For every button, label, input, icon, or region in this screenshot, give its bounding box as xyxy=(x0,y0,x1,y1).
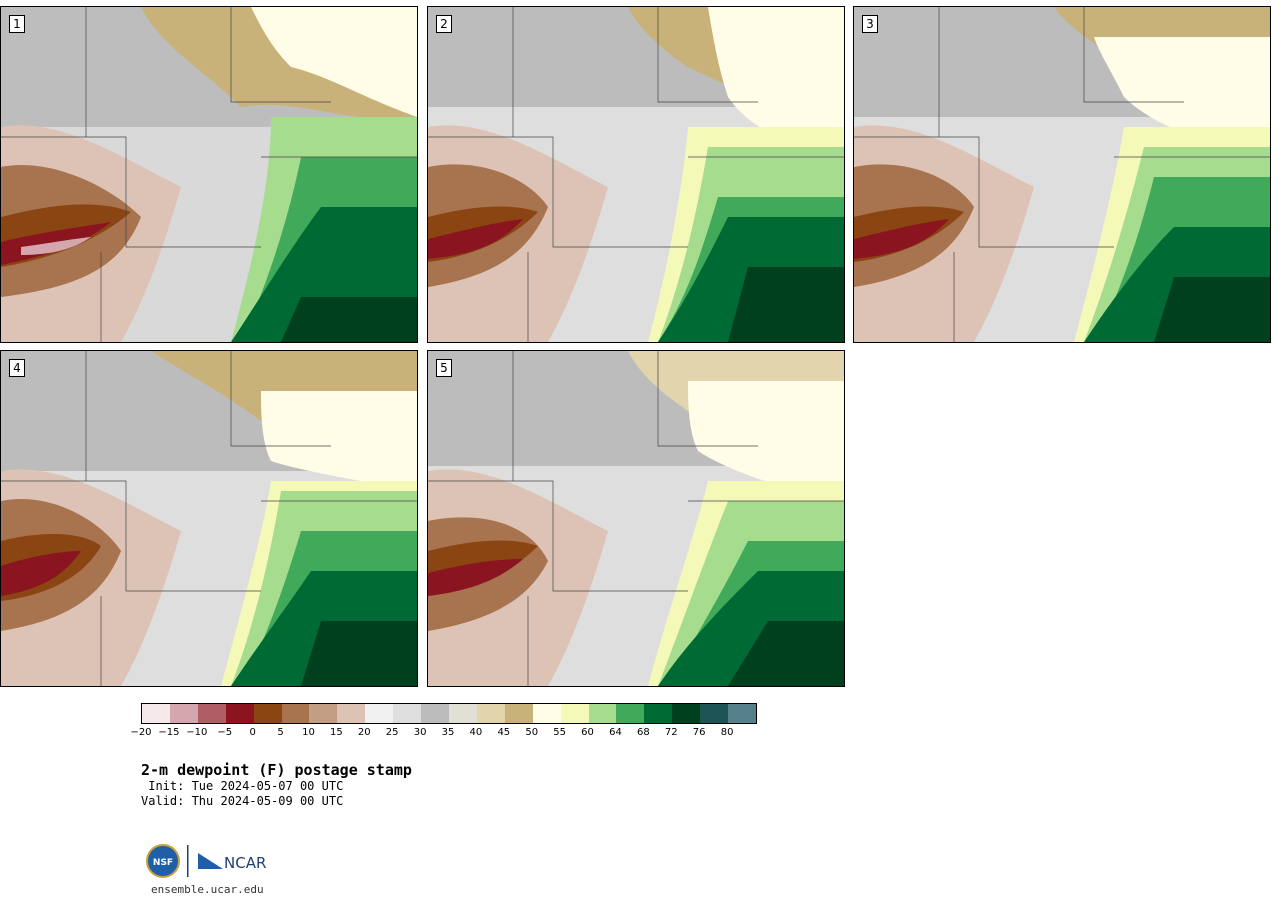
panel-number: 5 xyxy=(436,359,452,377)
colorbar-swatch xyxy=(504,704,533,723)
colorbar-swatch xyxy=(309,704,338,723)
colorbar-tick-label: 40 xyxy=(469,727,483,738)
dewpoint-map-4 xyxy=(1,351,417,686)
colorbar-swatch xyxy=(644,704,673,723)
panel-number: 4 xyxy=(9,359,25,377)
colorbar-tick-label: 72 xyxy=(664,727,678,738)
colorbar-swatch xyxy=(197,704,226,723)
init-time: Init: Tue 2024-05-07 00 UTC xyxy=(141,779,344,793)
colorbar-swatch xyxy=(393,704,422,723)
nsf-seal-icon xyxy=(146,844,180,878)
dewpoint-map-2 xyxy=(428,7,844,342)
panel-number: 1 xyxy=(9,15,25,33)
colorbar-tick-label: 10 xyxy=(302,727,315,738)
dewpoint-map-1 xyxy=(1,7,417,342)
colorbar-tick-label: 0 xyxy=(249,727,256,738)
colorbar-tick-label: −20 xyxy=(130,727,152,738)
colorbar-swatch xyxy=(700,704,729,723)
colorbar-swatch xyxy=(448,704,477,723)
colorbar-swatch xyxy=(169,704,198,723)
colorbar-swatch xyxy=(672,704,701,723)
colorbar xyxy=(141,703,757,724)
colorbar-tick-label: 20 xyxy=(357,727,371,738)
stamp-panel-4: 4 xyxy=(0,350,418,687)
colorbar-tick-label: 60 xyxy=(581,727,594,738)
colorbar-swatch xyxy=(225,704,254,723)
site-url: ensemble.ucar.edu xyxy=(151,883,264,896)
stamp-panel-5: 5 xyxy=(427,350,845,687)
colorbar-tick-label: 76 xyxy=(692,727,706,738)
colorbar-tick-label: 30 xyxy=(413,727,427,738)
stamp-panel-3: 3 xyxy=(853,6,1271,343)
colorbar-tick-label: 50 xyxy=(525,727,539,738)
colorbar-swatch xyxy=(365,704,394,723)
colorbar-tick-label: 68 xyxy=(636,727,650,738)
colorbar-swatch xyxy=(253,704,282,723)
colorbar-swatch xyxy=(728,704,756,723)
colorbar-swatch xyxy=(560,704,589,723)
stamp-panel-2: 2 xyxy=(427,6,845,343)
colorbar-tick-label: −5 xyxy=(217,727,233,738)
colorbar-tick-label: 5 xyxy=(277,727,284,738)
colorbar-tick-label: −15 xyxy=(158,727,180,738)
colorbar-swatch xyxy=(421,704,449,723)
colorbar-tick-label: 80 xyxy=(720,727,734,738)
ncar-mark-icon xyxy=(198,853,223,869)
colorbar-swatch xyxy=(281,704,310,723)
valid-time: Valid: Thu 2024-05-09 00 UTC xyxy=(141,794,344,808)
colorbar-tick-label: 64 xyxy=(609,727,622,738)
colorbar-tick-label: 25 xyxy=(385,727,399,738)
panel-number: 3 xyxy=(862,15,878,33)
colorbar-tick-label: 45 xyxy=(497,727,511,738)
dewpoint-map-3 xyxy=(854,7,1270,342)
colorbar-swatch xyxy=(476,704,505,723)
colorbar-tick-label: 35 xyxy=(441,727,455,738)
colorbar-swatch xyxy=(588,704,617,723)
chart-title: 2-m dewpoint (F) postage stamp xyxy=(141,761,412,779)
nsf-logo-text: NSF xyxy=(153,858,173,868)
colorbar-swatch xyxy=(532,704,561,723)
stamp-panel-1: 1 xyxy=(0,6,418,343)
nsf-ncar-logo: NSF NCAR xyxy=(146,844,266,878)
dewpoint-map-5 xyxy=(428,351,844,686)
colorbar-swatch xyxy=(616,704,645,723)
colorbar-tick-label: 55 xyxy=(553,727,566,738)
panel-number: 2 xyxy=(436,15,452,33)
colorbar-ticks: −20 −15 −10 −5 0 5 10 15 20 25 30 35 40 45 50 55 60 64 68 7… xyxy=(0,727,1280,741)
colorbar-swatch xyxy=(337,704,366,723)
ncar-logo-text: NCAR xyxy=(224,854,266,872)
colorbar-tick-label: 15 xyxy=(329,727,343,738)
colorbar-swatch xyxy=(142,704,170,723)
colorbar-tick-label: −10 xyxy=(186,727,208,738)
